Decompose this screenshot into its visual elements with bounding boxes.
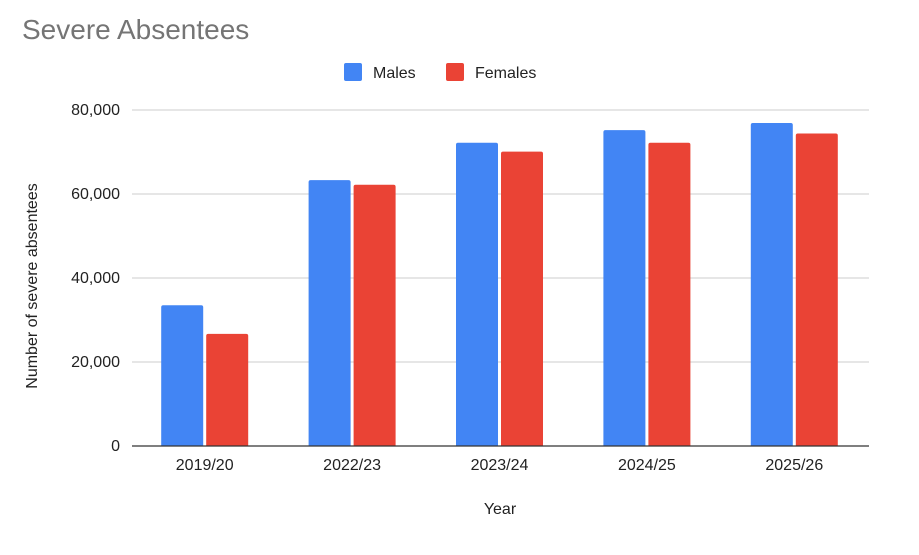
bar-females-2024-25 (648, 142, 691, 446)
bar-males-2025-26 (750, 123, 793, 447)
x-axis-label: Year (484, 501, 517, 518)
bar-males-2022-23 (308, 180, 351, 446)
legend-swatch-females (446, 63, 464, 81)
x-tick-label: 2022/23 (323, 457, 381, 474)
bar-males-2019-20 (161, 305, 204, 446)
bar-females-2022-23 (353, 184, 396, 446)
bar-females-2019-20 (206, 333, 249, 446)
x-axis-ticks: 2019/20 2022/23 2023/24 2024/25 2025/26 (176, 457, 824, 474)
y-tick-label: 80,000 (71, 102, 120, 119)
x-tick-label: 2023/24 (471, 457, 529, 474)
y-tick-label: 20,000 (71, 354, 120, 371)
bars (161, 123, 838, 447)
x-tick-label: 2025/26 (765, 457, 823, 474)
bar-males-2024-25 (603, 130, 646, 446)
legend-label-females: Females (475, 65, 536, 82)
bar-males-2023-24 (456, 142, 498, 446)
y-tick-label: 40,000 (71, 270, 120, 287)
y-axis-label: Number of severe absentees (24, 183, 41, 388)
y-tick-label: 60,000 (71, 186, 120, 203)
legend-swatch-males (344, 63, 362, 81)
y-tick-label: 0 (111, 438, 120, 455)
legend-label-males: Males (373, 65, 416, 82)
chart-title: Severe Absentees (22, 14, 249, 45)
gridlines (132, 109, 869, 363)
bar-females-2025-26 (795, 133, 838, 446)
bar-females-2023-24 (501, 151, 543, 446)
legend: Males Females (344, 63, 536, 82)
y-axis-ticks: 0 20,000 40,000 60,000 80,000 (71, 102, 120, 455)
x-tick-label: 2024/25 (618, 457, 676, 474)
x-tick-label: 2019/20 (176, 457, 234, 474)
